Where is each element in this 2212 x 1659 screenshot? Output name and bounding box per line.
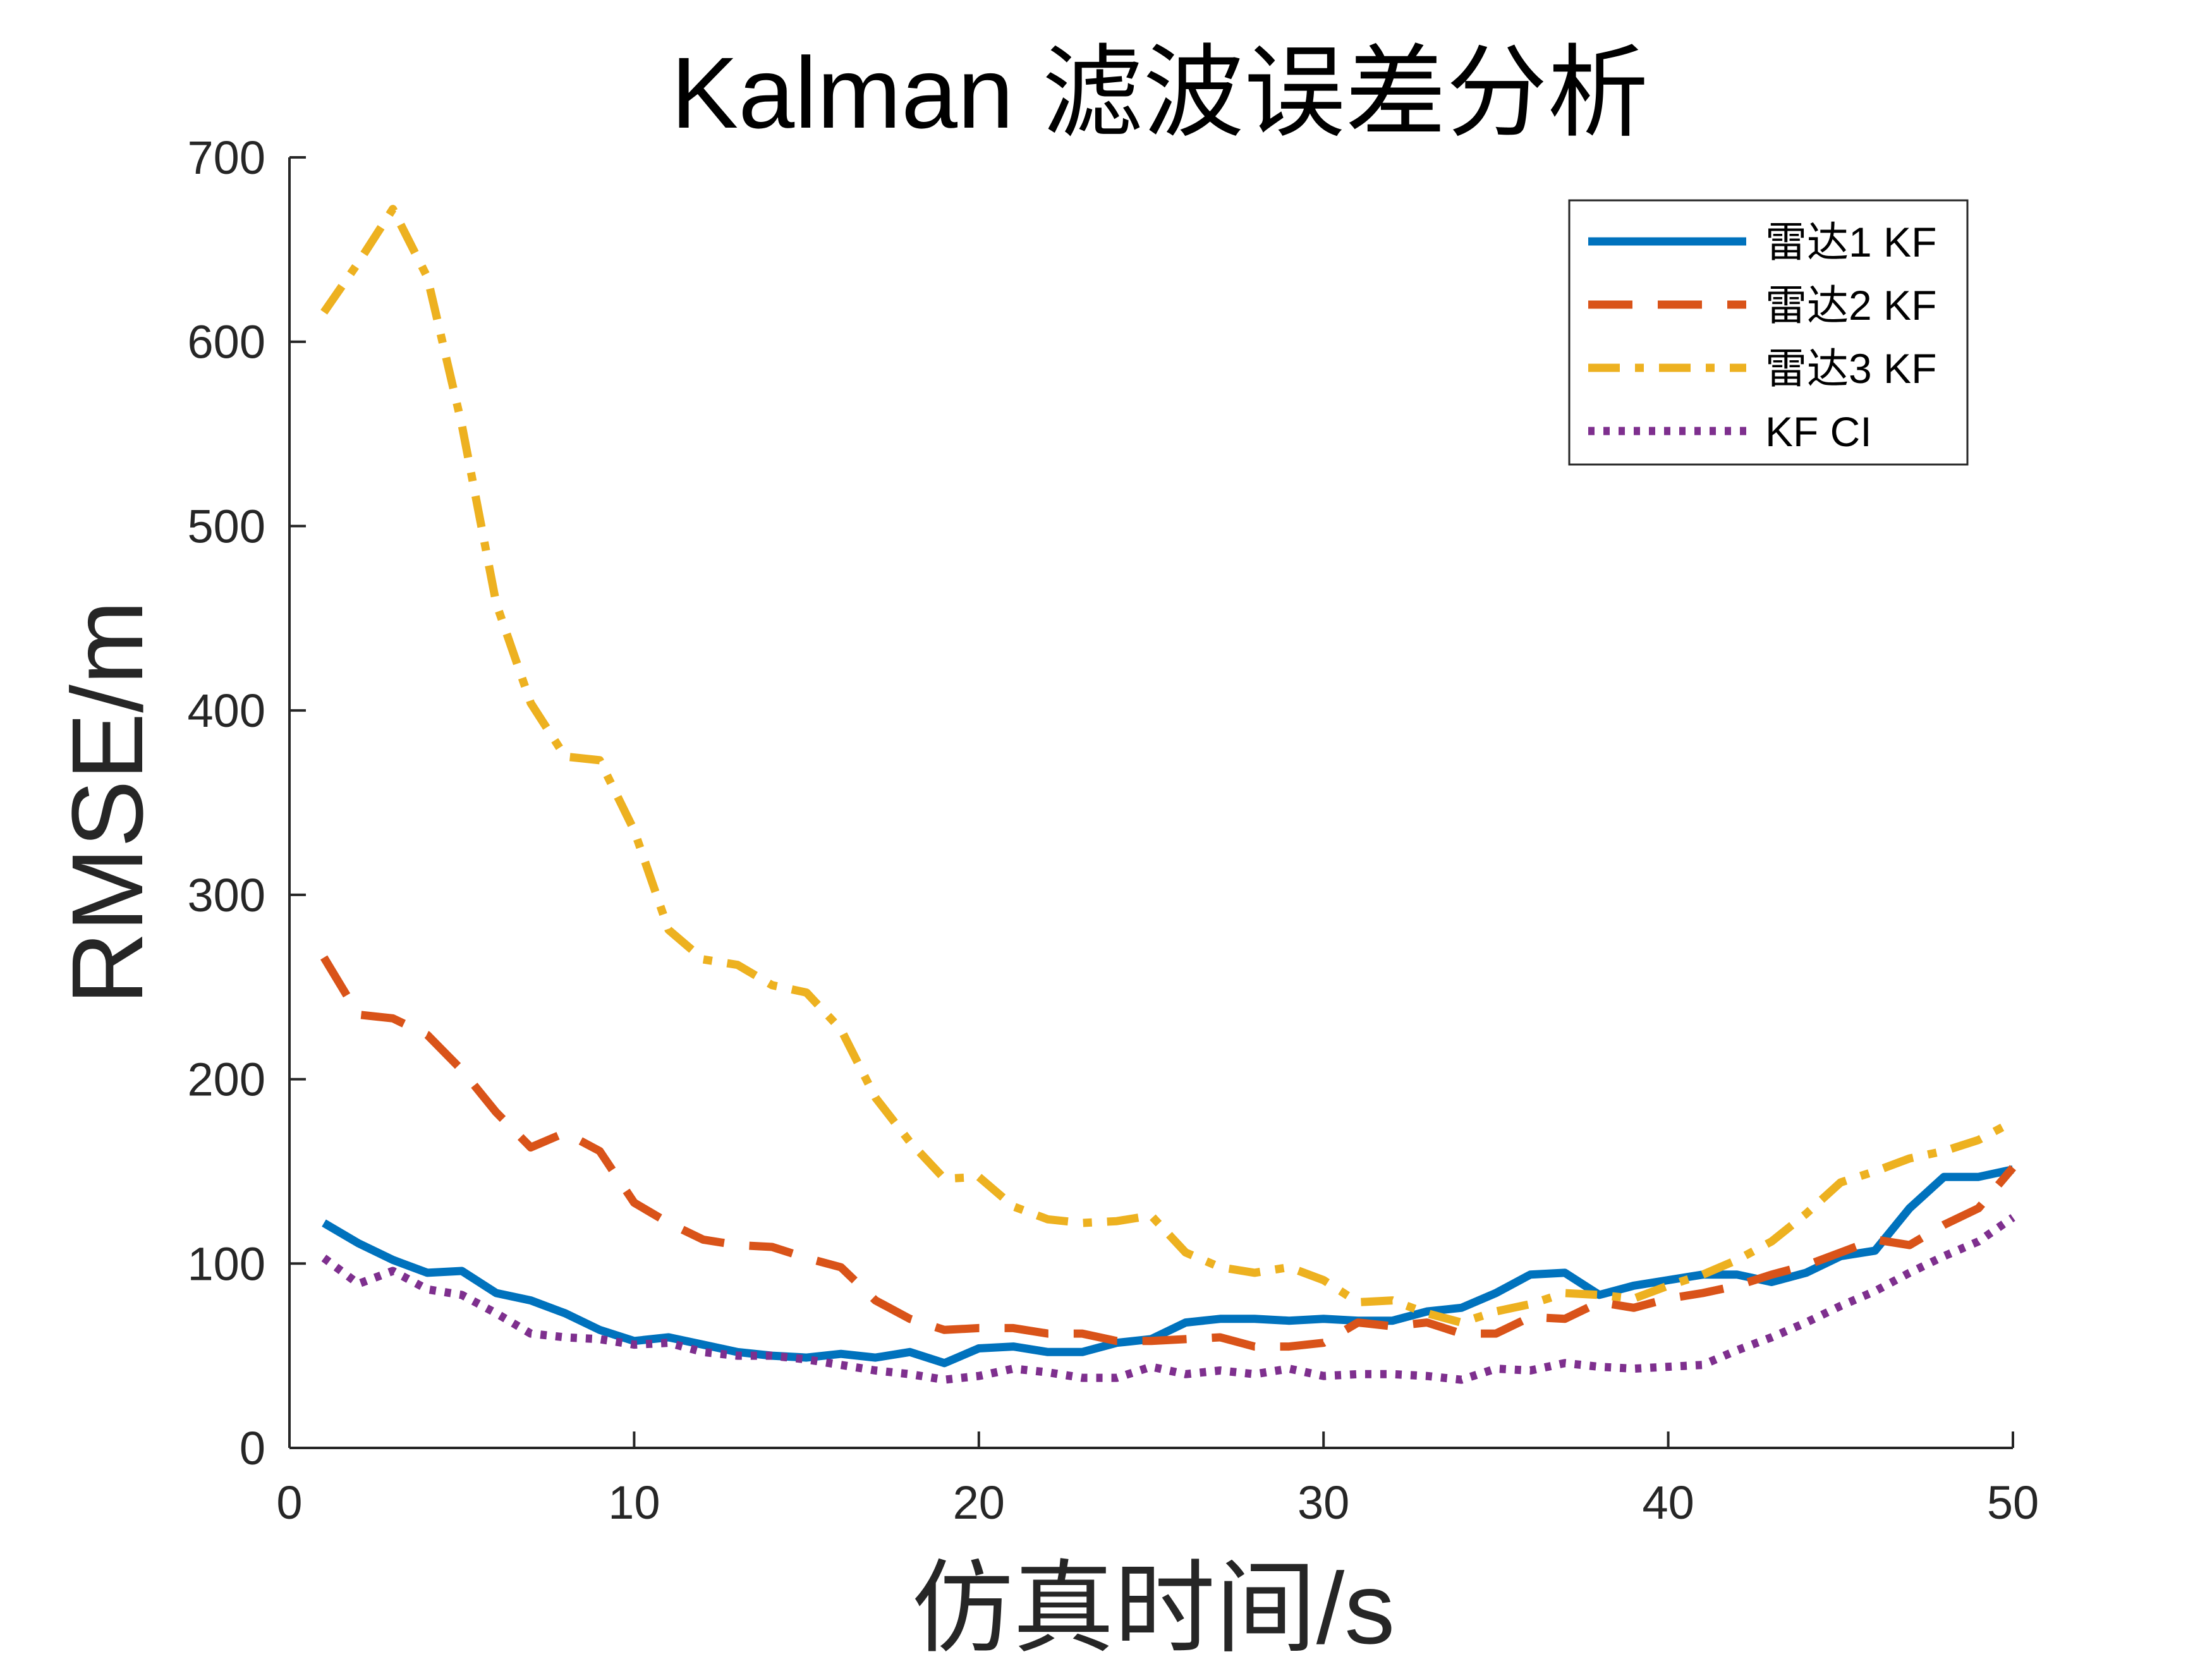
x-tick-label: 10 [608, 1476, 660, 1529]
y-tick-label: 100 [188, 1237, 265, 1290]
chart-title: Kalman 滤波误差分析 [671, 36, 1649, 149]
legend-items: 雷达1 KF 雷达2 KF 雷达3 KF KF CI [1588, 219, 1936, 455]
y-axis-title: RMSE/m [51, 600, 164, 1005]
legend-label-4: KF CI [1765, 408, 1872, 455]
series-line-4 [321, 1214, 2015, 1384]
y-tick-label: 0 [240, 1422, 265, 1474]
legend-label-2: 雷达2 KF [1765, 282, 1936, 329]
y-tick-label: 200 [188, 1054, 265, 1106]
x-ticks: 0 10 20 30 40 50 [276, 1431, 2039, 1529]
legend-label-1: 雷达1 KF [1765, 219, 1936, 265]
y-tick-label: 400 [188, 684, 265, 737]
series-line-2 [320, 955, 2016, 1351]
y-tick-label: 300 [188, 869, 265, 921]
legend-label-3: 雷达3 KF [1765, 345, 1936, 392]
axes [288, 157, 2013, 1449]
x-axis-title: 仿真时间/s [912, 1552, 1395, 1659]
series-group [320, 205, 2016, 1384]
legend: 雷达1 KF 雷达2 KF 雷达3 KF KF CI [1568, 199, 1969, 466]
y-tick-label: 600 [188, 316, 265, 368]
x-tick-label: 30 [1297, 1476, 1349, 1529]
x-tick-label: 0 [276, 1476, 302, 1529]
x-tick-label: 20 [953, 1476, 1005, 1529]
series-line-1 [322, 1165, 2014, 1368]
series-line-3 [320, 205, 2015, 1327]
y-tick-label: 700 [188, 131, 265, 184]
y-tick-label: 500 [188, 500, 265, 552]
x-tick-label: 40 [1642, 1476, 1694, 1529]
x-tick-label: 50 [1987, 1476, 2039, 1529]
y-ticks: 0 100 200 300 400 500 600 700 [188, 131, 306, 1474]
